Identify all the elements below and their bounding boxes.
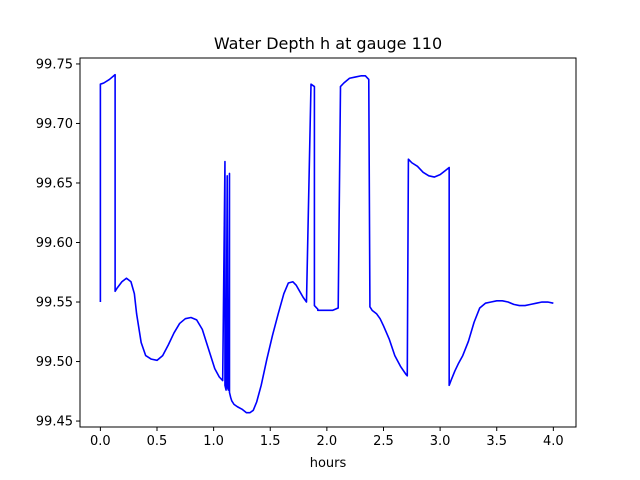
x-tick-label: 3.0 — [430, 434, 451, 449]
y-tick-label: 99.55 — [36, 296, 73, 311]
chart-title: Water Depth h at gauge 110 — [214, 34, 442, 53]
x-tick-label: 0.5 — [147, 434, 168, 449]
plot-area — [99, 73, 554, 414]
x-axis-label: hours — [310, 456, 347, 471]
x-axis: 0.0 0.5 1.0 1.5 2.0 2.5 3.0 3.5 4.0 — [90, 427, 564, 449]
x-tick-label: 4.0 — [543, 434, 564, 449]
x-tick-label: 2.0 — [317, 434, 338, 449]
axes-frame — [79, 57, 577, 428]
y-axis: 99.45 99.50 99.55 99.60 99.65 99.70 99.75 — [36, 57, 80, 430]
x-tick-label: 3.5 — [486, 434, 507, 449]
x-tick-label: 0.0 — [90, 434, 111, 449]
y-tick-label: 99.75 — [36, 57, 73, 72]
series-line-0 — [99, 73, 554, 414]
x-tick-label: 1.5 — [260, 434, 281, 449]
y-tick-label: 99.70 — [36, 117, 73, 132]
y-tick-label: 99.45 — [36, 415, 73, 430]
y-tick-label: 99.65 — [36, 176, 73, 191]
x-tick-label: 1.0 — [203, 434, 224, 449]
x-tick-label: 2.5 — [373, 434, 394, 449]
y-tick-label: 99.60 — [36, 236, 73, 251]
y-tick-label: 99.50 — [36, 355, 73, 370]
